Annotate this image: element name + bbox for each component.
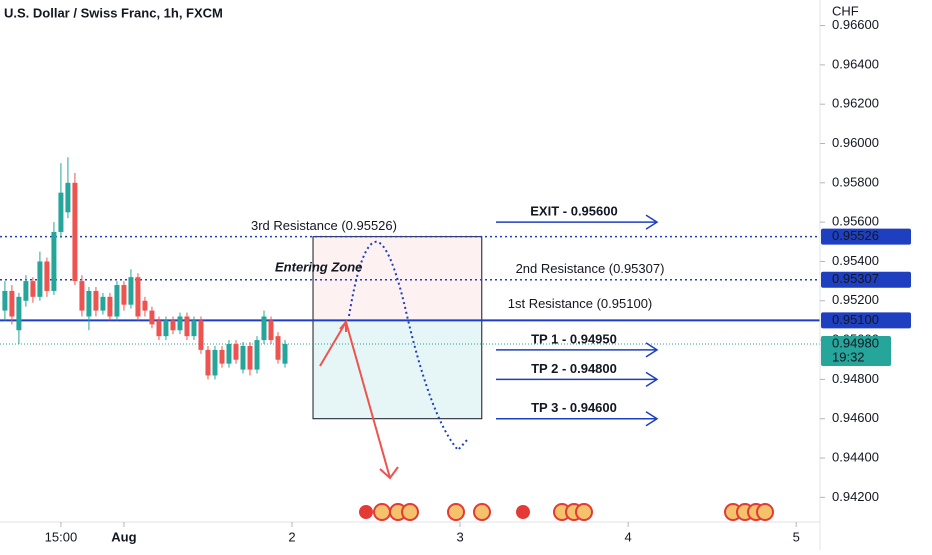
y-tick-label: 0.94800 xyxy=(832,371,879,386)
x-tick-label: 3 xyxy=(456,529,463,544)
y-tick-label: 0.96400 xyxy=(832,56,879,71)
candle-body xyxy=(51,231,57,291)
level-price-box xyxy=(821,312,911,329)
level-price-box xyxy=(821,271,911,288)
resistance-label: 2nd Resistance (0.95307) xyxy=(516,261,665,276)
candle-body xyxy=(184,316,190,337)
candle-body xyxy=(16,296,22,331)
event-icons xyxy=(357,503,774,521)
x-tick-label: Aug xyxy=(111,529,136,544)
candle-body xyxy=(219,349,225,364)
level-price-label: 0.95526 xyxy=(832,228,879,243)
candle-body xyxy=(2,290,8,311)
candle-body xyxy=(282,344,288,364)
candle-body xyxy=(135,277,141,317)
candle-body xyxy=(170,320,176,331)
candle-body xyxy=(23,281,29,301)
target-label: EXIT - 0.95600 xyxy=(530,204,617,219)
candle-body xyxy=(107,296,113,317)
y-tick-label: 0.94200 xyxy=(832,489,879,504)
target-arrow-head xyxy=(645,214,659,230)
level-price-label: 0.95307 xyxy=(832,271,879,286)
candle-body xyxy=(226,344,232,364)
candle-body xyxy=(37,261,43,297)
candle-body xyxy=(128,277,134,305)
chart-title: U.S. Dollar / Swiss Franc, 1h, FXCM xyxy=(4,5,223,20)
candle-body xyxy=(79,281,85,311)
currency-label: CHF xyxy=(832,3,859,18)
target-arrow-head xyxy=(645,371,659,388)
candle-body xyxy=(275,336,281,360)
candle-body xyxy=(212,349,218,376)
zone-lower xyxy=(313,320,482,419)
target-label: TP 1 - 0.94950 xyxy=(531,331,617,346)
x-tick-label: 5 xyxy=(793,529,800,544)
x-tick-label: 4 xyxy=(625,529,632,544)
y-tick-label: 0.95800 xyxy=(832,174,879,189)
candle-body xyxy=(142,300,148,311)
candle-body xyxy=(149,310,155,325)
candle-body xyxy=(261,316,267,341)
candle-body xyxy=(93,290,99,311)
level-price-box xyxy=(821,228,911,245)
candle-body xyxy=(177,316,183,331)
arrow-head xyxy=(379,466,399,480)
candle-body xyxy=(156,320,162,337)
zone-label: Entering Zone xyxy=(275,259,362,274)
projection-path xyxy=(348,240,468,452)
candle-body xyxy=(58,192,64,232)
candle-body xyxy=(205,349,211,376)
candle-body xyxy=(268,320,274,341)
x-tick-label: 15:00 xyxy=(45,529,78,544)
candle-body xyxy=(121,285,127,305)
x-tick-label: 2 xyxy=(288,529,295,544)
red-arrow xyxy=(345,321,391,479)
y-tick-label: 0.95600 xyxy=(832,214,879,229)
candle-body xyxy=(86,290,92,317)
y-tick-label: 0.95400 xyxy=(832,253,879,268)
zone-border xyxy=(312,236,483,420)
red-arrow xyxy=(319,321,347,367)
y-tick-label: 0.95200 xyxy=(832,292,879,307)
current-price-label: 0.94980 xyxy=(832,335,879,350)
candle-body xyxy=(65,182,71,213)
y-tick-label: 0.96600 xyxy=(832,17,879,32)
candle-body xyxy=(163,320,169,337)
candle-body xyxy=(191,320,197,337)
plot-area xyxy=(0,157,820,420)
candle-body xyxy=(100,296,106,311)
y-tick-label: 0.94600 xyxy=(832,410,879,425)
candle-body xyxy=(9,290,15,317)
candle-body xyxy=(233,344,239,360)
candle-body xyxy=(114,285,120,317)
candle-body xyxy=(240,345,246,370)
resistance-label: 1st Resistance (0.95100) xyxy=(508,296,653,311)
candle-body xyxy=(198,320,204,350)
y-tick-label: 0.96200 xyxy=(832,96,879,111)
y-tick-label: 0.96000 xyxy=(832,135,879,150)
target-arrow-head xyxy=(645,411,659,427)
target-label: TP 3 - 0.94600 xyxy=(531,400,617,415)
candle-body xyxy=(254,340,260,370)
candle-body xyxy=(72,182,78,282)
level-price-label: 0.95100 xyxy=(832,312,879,327)
candle-body xyxy=(247,345,253,370)
candle-body xyxy=(30,281,36,297)
resistance-label: 3rd Resistance (0.95526) xyxy=(251,218,397,233)
y-tick-label: 0.94400 xyxy=(832,449,879,464)
countdown: 19:32 xyxy=(832,349,865,364)
candle-body xyxy=(44,261,50,291)
current-price-box xyxy=(821,336,891,367)
target-label: TP 2 - 0.94800 xyxy=(531,361,617,376)
target-arrow-head xyxy=(645,342,659,358)
